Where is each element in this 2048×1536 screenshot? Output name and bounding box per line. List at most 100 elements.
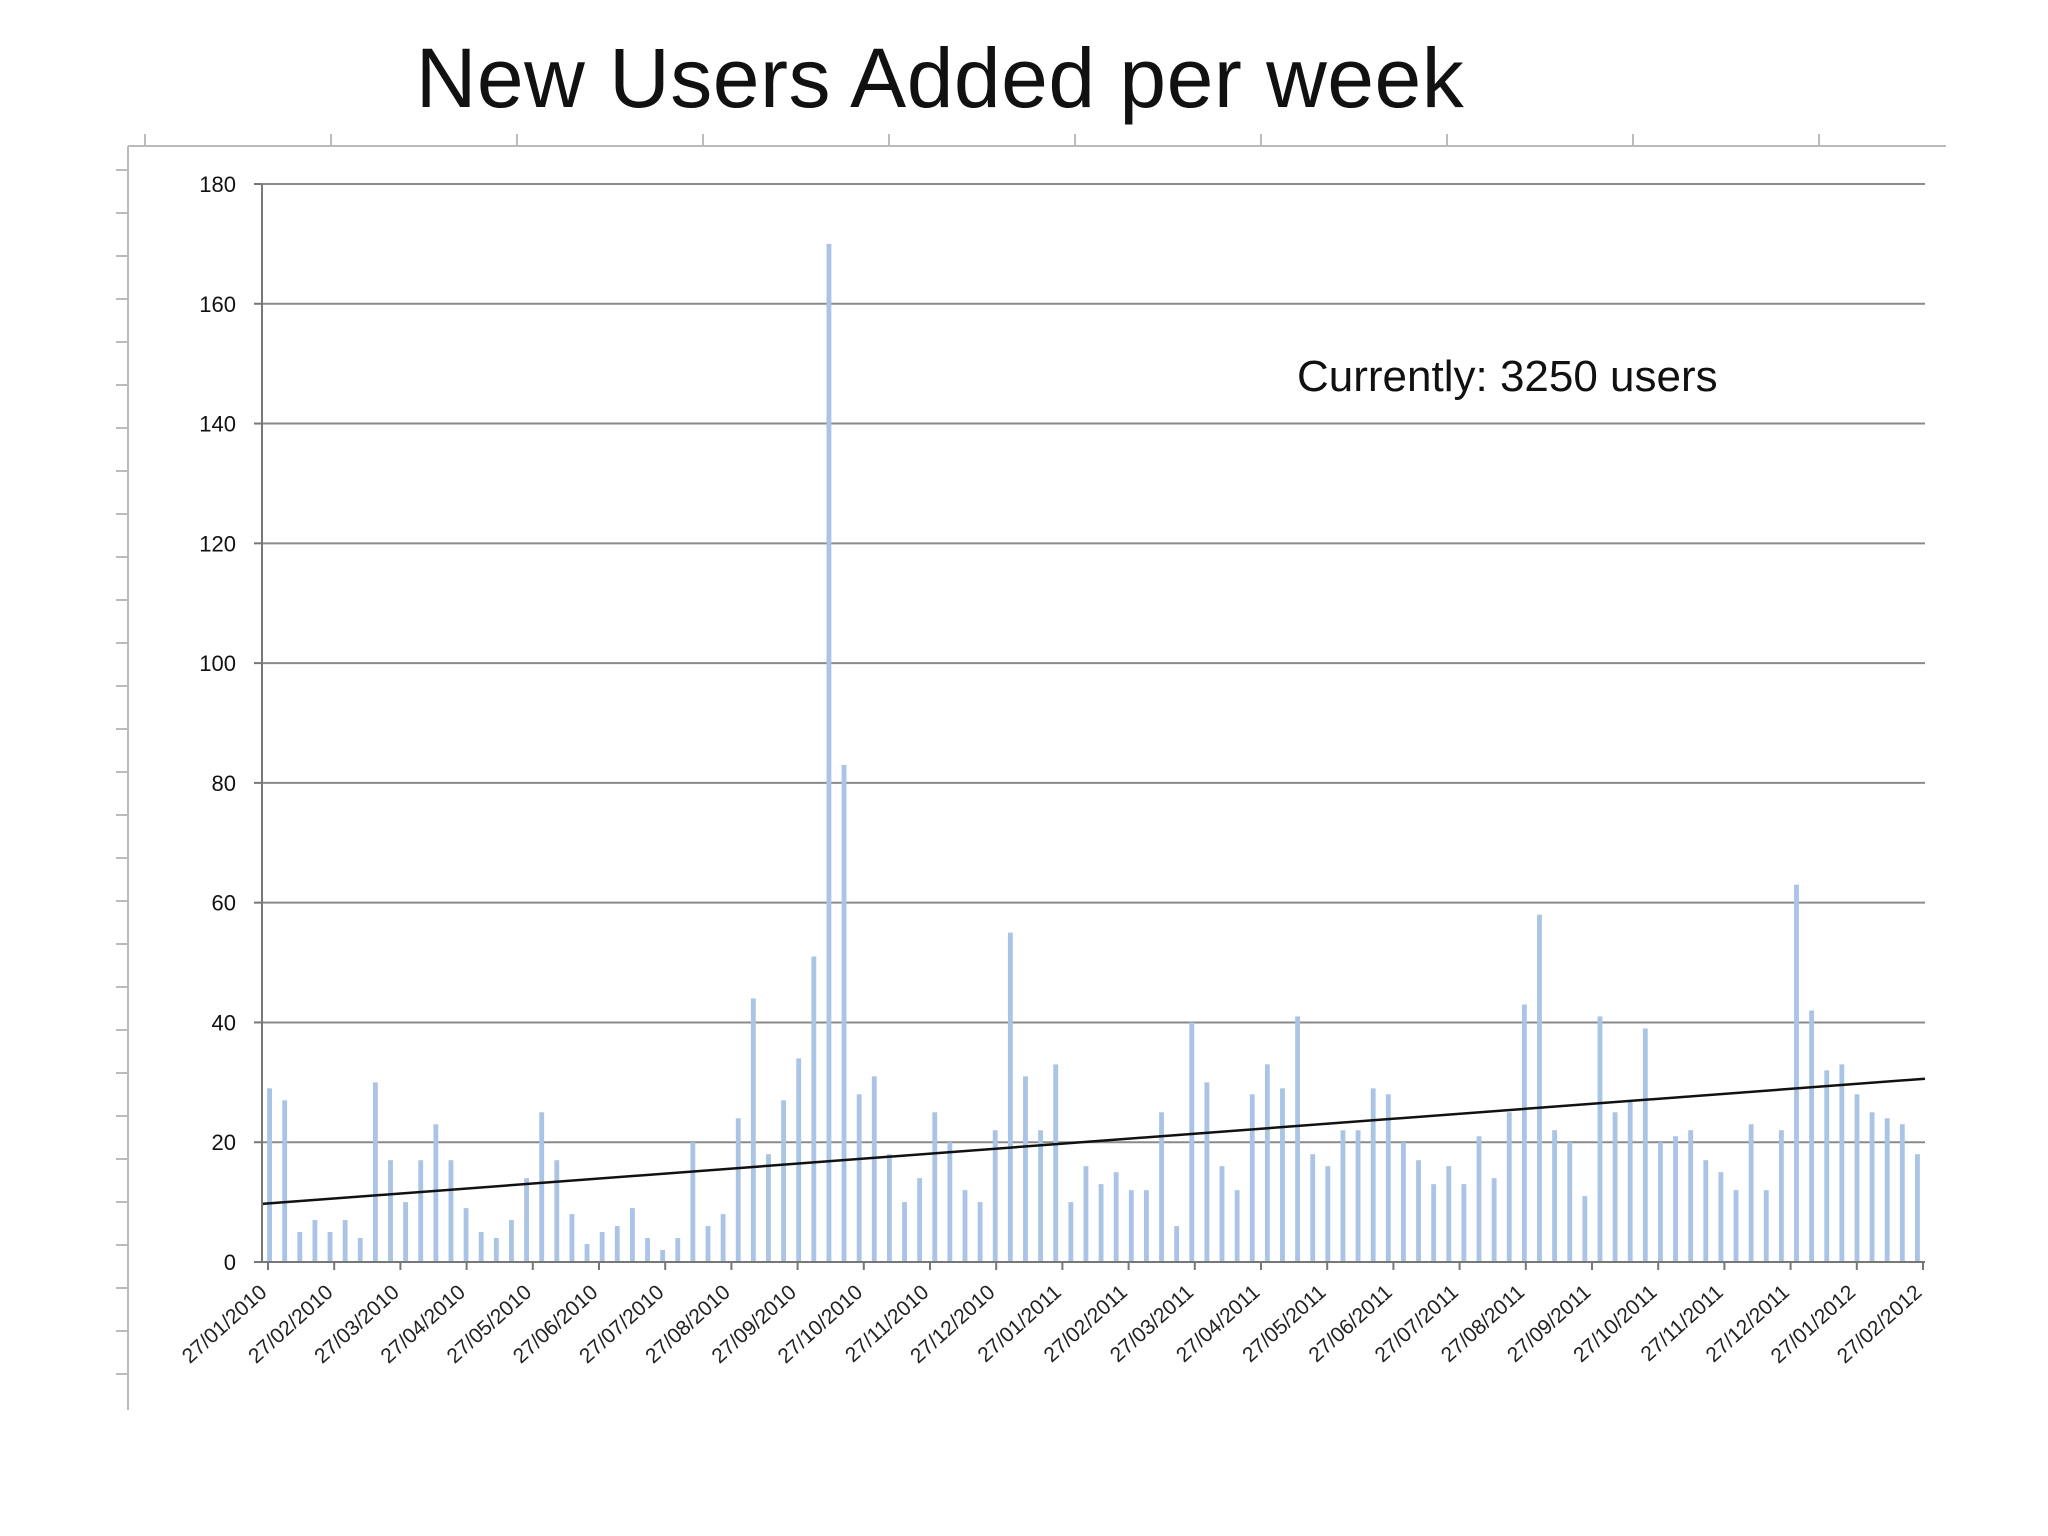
bar [1567, 1142, 1573, 1262]
outer-frame-ticks [116, 134, 1820, 1375]
y-tick-label: 80 [212, 771, 236, 796]
bar [977, 1202, 983, 1262]
y-tick-label: 120 [199, 531, 236, 556]
bar [1219, 1166, 1225, 1262]
x-axis-ticks: 27/01/201027/02/201027/03/201027/04/2010… [178, 1262, 1926, 1368]
bar [1385, 1094, 1391, 1262]
bar [1809, 1010, 1815, 1262]
bar [1068, 1202, 1074, 1262]
bar [493, 1238, 499, 1262]
bar [1552, 1130, 1558, 1262]
page-title: New Users Added per week [415, 31, 1465, 125]
bar [1506, 1112, 1512, 1262]
chart-annotation: Currently: 3250 users [1297, 352, 1718, 401]
bar [509, 1220, 514, 1262]
y-tick-label: 0 [224, 1250, 236, 1275]
bar [1673, 1136, 1678, 1262]
bar [1234, 1190, 1240, 1262]
bar [1038, 1130, 1044, 1262]
bar [750, 998, 756, 1262]
bar [1748, 1124, 1754, 1262]
y-tick-label: 40 [212, 1010, 236, 1035]
bar [1023, 1076, 1028, 1262]
bar [372, 1082, 378, 1262]
bar [1189, 1022, 1195, 1262]
bar [433, 1124, 439, 1262]
bar [418, 1160, 424, 1262]
bar [388, 1160, 393, 1262]
bar [1854, 1094, 1860, 1262]
bar [1310, 1154, 1316, 1262]
bar [1763, 1190, 1769, 1262]
bar [705, 1226, 711, 1262]
y-axis-ticks: 0 20 40 60 80 100 120 140 160 180 [199, 172, 262, 1275]
bar [720, 1214, 726, 1262]
bar [690, 1142, 696, 1262]
bar [403, 1202, 409, 1262]
bar [841, 764, 847, 1262]
bar [327, 1232, 333, 1262]
bar [1159, 1112, 1164, 1262]
bar [1839, 1064, 1845, 1262]
bar [448, 1160, 454, 1262]
bar [932, 1112, 938, 1262]
bar [1869, 1112, 1875, 1262]
outer-frame [116, 134, 1946, 1410]
bar [1703, 1160, 1709, 1262]
bar [1461, 1184, 1467, 1262]
bar [1325, 1166, 1331, 1262]
bar [1204, 1082, 1210, 1262]
bar [1295, 1016, 1301, 1262]
bar [1642, 1028, 1648, 1262]
bar [962, 1190, 968, 1262]
bar [342, 1220, 348, 1262]
bar [645, 1238, 650, 1262]
bar [629, 1208, 635, 1262]
y-tick-label: 140 [199, 412, 236, 437]
bar [766, 1154, 771, 1262]
bar [539, 1112, 545, 1262]
bar [886, 1154, 892, 1262]
bar [1370, 1088, 1376, 1262]
y-tick-label: 20 [212, 1130, 236, 1155]
bar [1098, 1184, 1104, 1262]
y-tick-label: 60 [212, 891, 236, 916]
bar [735, 1118, 741, 1262]
bar [1537, 914, 1542, 1262]
bar [1718, 1172, 1724, 1262]
bar [1280, 1088, 1285, 1262]
bar [1521, 1004, 1527, 1262]
bar [1446, 1166, 1452, 1262]
bar [569, 1214, 575, 1262]
bar [1083, 1166, 1089, 1262]
bar [1915, 1154, 1920, 1262]
bar [917, 1178, 923, 1262]
bar [554, 1160, 560, 1262]
y-tick-label: 180 [199, 172, 236, 197]
bar [478, 1232, 484, 1262]
bar [614, 1226, 620, 1262]
bar [357, 1238, 363, 1262]
y-tick-label: 100 [199, 651, 236, 676]
bar [1778, 1130, 1784, 1262]
bar [1355, 1130, 1361, 1262]
bar [297, 1232, 303, 1262]
bar [282, 1100, 288, 1262]
bar [1431, 1184, 1437, 1262]
bar [675, 1238, 681, 1262]
trendline [261, 1077, 1926, 1206]
bar [781, 1100, 786, 1262]
bar [1340, 1130, 1346, 1262]
bar [599, 1232, 605, 1262]
bar [811, 956, 817, 1262]
bar [267, 1088, 272, 1262]
bar [902, 1202, 907, 1262]
bar [1174, 1226, 1180, 1262]
bar [1582, 1196, 1588, 1262]
bar [1007, 932, 1013, 1262]
bar [1794, 884, 1799, 1262]
bar [1264, 1064, 1270, 1262]
bar [796, 1058, 802, 1262]
bar [1884, 1118, 1890, 1262]
